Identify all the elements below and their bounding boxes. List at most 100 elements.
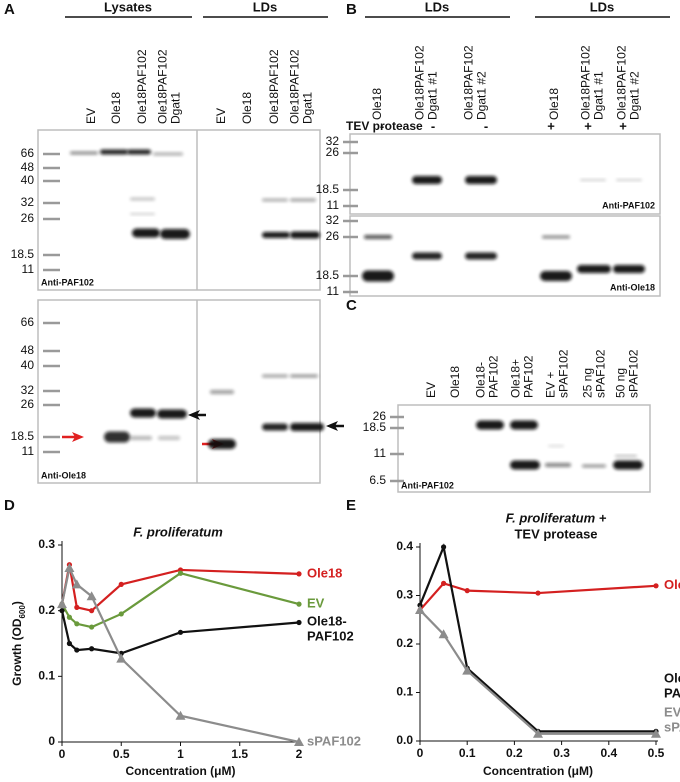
y-tick-label: 0.0 [396,733,413,747]
band [616,179,642,181]
red-arrow [72,432,84,442]
lane-label: Ole18PAF102 [135,49,149,124]
band [577,265,611,273]
lane-label: PAF102 [522,355,536,398]
band [262,423,288,431]
band [70,151,98,155]
lane-label: Ole18PAF102 [267,49,281,124]
band [262,374,288,378]
band [290,198,316,202]
blot-frame [349,215,661,297]
group-title: LDs [253,0,278,14]
lane-label: Ole18 [370,88,384,120]
lane-label: EV [424,382,438,398]
mw-marker: 18.5 [11,247,35,261]
point [177,570,184,576]
legend-label: Ole18-PAF102 [307,614,354,644]
x-tick-label: 0.2 [506,746,523,760]
series-line [418,543,656,733]
point [74,647,80,653]
point [89,646,95,652]
panel-letter: E [346,497,356,514]
mw-marker: 11 [327,284,340,298]
lane-label: 25 ng [581,368,595,398]
y-axis-label-part: Growth (OD [10,618,24,686]
point [89,624,95,630]
band [262,198,288,202]
band [613,265,645,273]
band [412,176,442,184]
antibody-label: Anti-Ole18 [41,470,86,480]
x-tick-label: 0.1 [459,746,476,760]
lane-label: Dgat1 [169,92,183,124]
x-tick-label: 0.3 [553,746,570,760]
y-tick-label: 0.1 [38,669,55,683]
lane-label: Ole18PAF102 [288,49,302,124]
legend-label: EV [307,596,325,611]
mw-marker: 48 [21,160,35,174]
mw-marker: 32 [21,195,35,209]
blot-frame [37,299,321,484]
lane-label: Ole18 [109,92,123,124]
lane-label: Ole18PAF102 [615,45,629,120]
band [465,252,497,260]
mw-marker: 48 [21,343,35,357]
band [582,464,606,468]
mw-marker: 26 [373,409,387,423]
point [66,614,73,620]
y-tick-label: 0.2 [396,636,413,650]
point [438,629,449,639]
chart-title: F. proliferatum [133,524,223,539]
lane-label: Ole18 [240,92,254,124]
legend-label: sPAF102 [307,733,361,748]
chart-title: F. proliferatum + [506,510,607,525]
band [465,176,497,184]
band [130,408,156,418]
treatment-sign: + [584,118,592,133]
band [545,463,571,467]
band [104,431,130,443]
y-axis-label-part: ) [10,601,24,605]
series-line [61,572,300,629]
treatment-sign: - [380,118,384,133]
point [177,629,184,635]
lane-label: Ole18- [474,362,488,398]
y-tick-label: 0.4 [396,539,413,553]
mw-marker: 11 [22,262,35,276]
band [160,229,190,239]
x-axis-label: Concentration (μM) [483,764,593,778]
band [127,149,151,155]
mw-marker: 18.5 [316,182,340,196]
band [290,423,324,431]
group-title: Lysates [104,0,152,14]
panel-letter: D [4,497,15,514]
band [208,439,236,449]
point [296,601,302,607]
antibody-label: Anti-PAF102 [602,200,655,210]
lane-label: PAF102 [487,355,501,398]
point [57,599,67,609]
mw-marker: 32 [326,134,340,148]
mw-marker: 40 [21,173,35,187]
antibody-label: Anti-PAF102 [41,277,94,287]
point [415,605,425,615]
point [535,590,541,596]
band [130,197,155,201]
band [210,390,234,394]
mw-marker: 32 [21,383,35,397]
x-tick-label: 2 [296,747,303,761]
black-arrow [188,410,200,420]
lane-label: EV [84,108,98,124]
x-tick-label: 0.5 [648,746,665,760]
lane-label: Ole18PAF102 [413,45,427,120]
band [290,374,318,378]
lane-label: Dgat1 #2 [475,71,489,120]
point [118,581,124,588]
lane-label: sPAF102 [557,349,571,398]
mw-marker: 11 [22,444,35,458]
band [290,231,320,239]
x-tick-label: 0.5 [113,747,130,761]
mw-marker: 11 [327,198,340,212]
lane-label: sPAF102 [627,349,641,398]
panel-letter: C [346,297,357,314]
